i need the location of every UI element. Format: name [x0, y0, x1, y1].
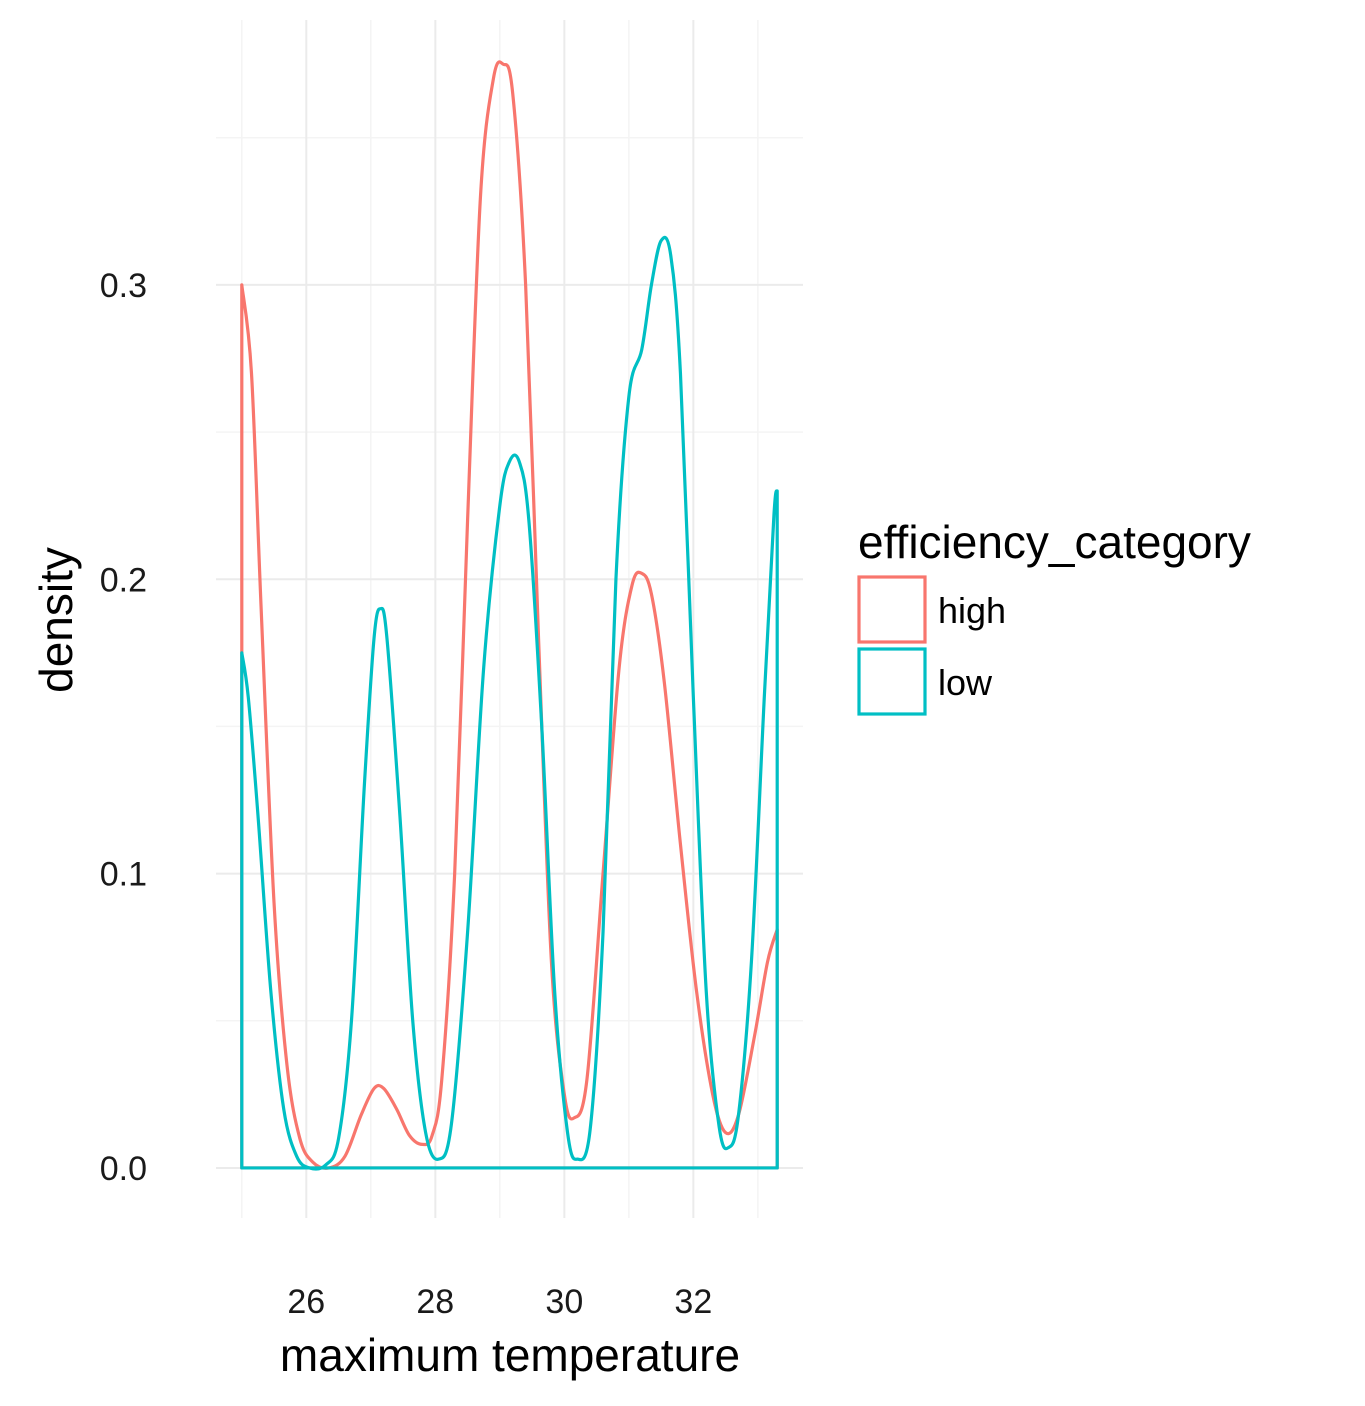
- series-line-low: [240, 235, 779, 1171]
- major-grid: [216, 20, 803, 1218]
- series-line-high: [240, 60, 779, 1170]
- legend-key-low: [857, 647, 927, 716]
- legend-label-high: high: [938, 590, 1006, 631]
- y-tick-label: 0.2: [100, 561, 147, 599]
- legend-title: efficiency_category: [858, 516, 1251, 568]
- tick-labels: 26 28 30 32 0.0 0.1 0.2 0.3: [100, 267, 713, 1321]
- x-tick-label: 30: [545, 1283, 583, 1321]
- x-tick-label: 32: [674, 1283, 712, 1321]
- legend: efficiency_category high low: [857, 516, 1251, 716]
- series-lines: [240, 60, 779, 1171]
- minor-grid: [216, 20, 803, 1218]
- y-axis-title: density: [30, 547, 82, 693]
- legend-key-high: [857, 575, 927, 644]
- legend-items: high low: [857, 575, 1006, 716]
- x-tick-label: 26: [287, 1283, 325, 1321]
- x-axis-title: maximum temperature: [280, 1329, 740, 1381]
- x-tick-label: 28: [416, 1283, 454, 1321]
- y-tick-label: 0.1: [100, 856, 147, 894]
- y-tick-label: 0.3: [100, 267, 147, 305]
- legend-label-low: low: [938, 662, 993, 703]
- y-tick-label: 0.0: [100, 1150, 147, 1188]
